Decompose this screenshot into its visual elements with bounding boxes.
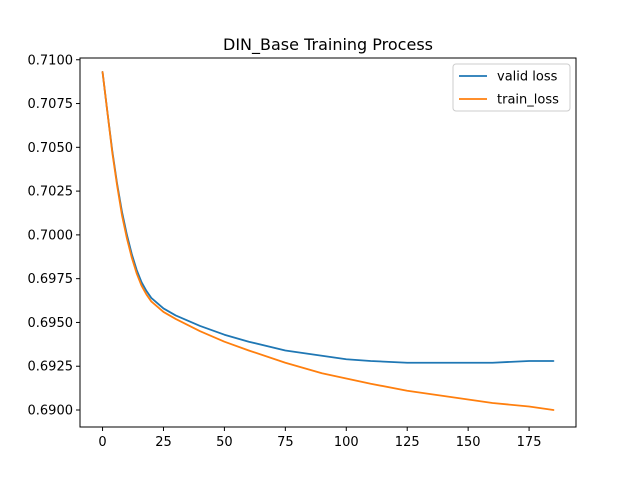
y-tick-label: 0.6975 [28,272,74,287]
x-tick-label: 25 [155,435,172,450]
legend-label: train_loss [497,93,559,108]
y-axis: 0.6900 0.6925 0.6950 0.6975 0.7000 0.7025 0.70… [28,53,80,419]
y-tick-label: 0.7000 [28,228,74,243]
legend: valid loss train_loss [452,63,571,112]
x-tick-label: 100 [334,435,359,450]
x-tick-label: 125 [395,435,420,450]
x-tick-label: 75 [277,435,294,450]
series-line-valid-loss [101,71,555,364]
y-tick-label: 0.7100 [28,53,74,68]
plot-frame [79,57,577,428]
legend-label: valid loss [497,70,558,85]
x-axis: 0 25 50 75 100 125 150 175 [98,427,541,450]
y-tick-label: 0.6900 [28,404,74,419]
chart-title: DIN_Base Training Process [223,35,433,55]
y-tick-label: 0.7025 [28,185,74,200]
x-tick-label: 175 [517,435,542,450]
series-line-train-loss [101,71,555,411]
x-tick-label: 50 [216,435,233,450]
x-tick-label: 150 [456,435,481,450]
plot-lines [101,71,555,411]
y-tick-label: 0.6950 [28,316,74,331]
y-tick-label: 0.7050 [28,141,74,156]
y-tick-label: 0.6925 [28,360,74,375]
y-tick-label: 0.7075 [28,97,74,112]
x-tick-label: 0 [98,435,106,450]
